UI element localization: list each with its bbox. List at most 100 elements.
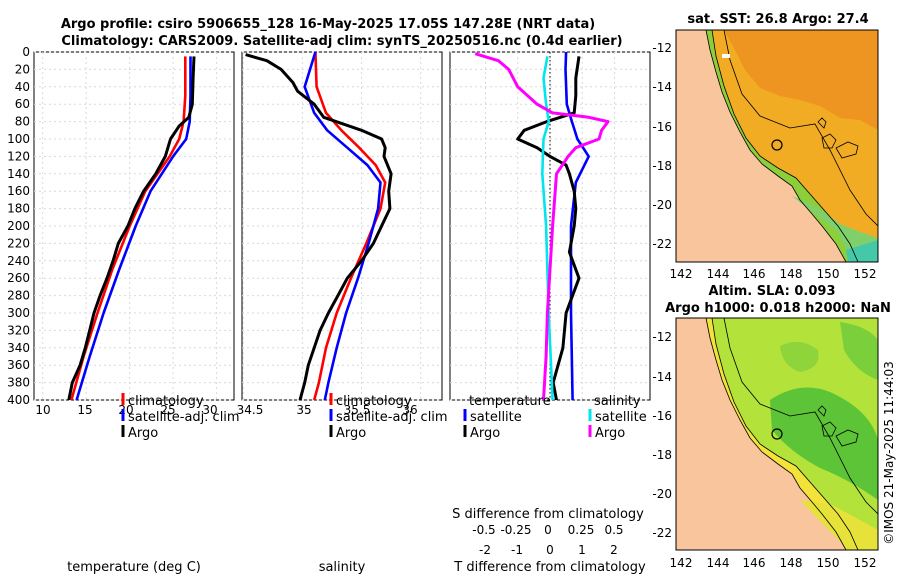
- x-tick-label: 36: [402, 403, 417, 417]
- lat-tick-label: -18: [652, 448, 672, 462]
- lon-tick-label: 146: [743, 556, 766, 570]
- x-tick-label: 25: [160, 403, 175, 417]
- series-line-argo: [67, 56, 196, 400]
- s-difference-ticks: -0.5 -0.25 0 0.25 0.5: [472, 523, 623, 537]
- depth-tick-labels: 0 20 40 60 80 100 120 140 160 180 200 220 240 260 280 3…: [7, 45, 30, 407]
- depth-tick-label: 320: [7, 323, 30, 337]
- lat-tick-label: -14: [652, 370, 672, 384]
- depth-tick-label: 380: [7, 376, 30, 390]
- sst-cyan-south: [846, 240, 878, 262]
- coast-line: [705, 30, 847, 262]
- difference-legend-salinity: salinity satellite Argo: [588, 394, 647, 441]
- imos-credit: ©IMOS 21-May-2025 11:44:03: [882, 361, 896, 545]
- legend-label-satellite: satellite: [470, 410, 522, 425]
- lat-tick-label: -22: [652, 237, 672, 251]
- deep-contour: [723, 30, 878, 227]
- legend-label-argo: Argo: [128, 426, 158, 441]
- depth-tick-label: 140: [7, 167, 30, 181]
- sst-map-x-ticks: 142 144 146 148 150 152: [670, 267, 877, 281]
- lon-tick-label: 146: [743, 267, 766, 281]
- x-tick-label: 35.5: [344, 403, 371, 417]
- series-line-satellite-adj-clim: [303, 52, 382, 400]
- sla-map-subtitle: Argo h1000: 0.018 h2000: NaN: [665, 301, 891, 316]
- deep-contour: [723, 318, 878, 515]
- salinity-x-ticks: 34.5 35 35.5 36: [237, 403, 418, 417]
- x-tick-label: 30: [202, 403, 217, 417]
- depth-tick-label: 0: [22, 45, 30, 59]
- lon-tick-label: 152: [854, 267, 877, 281]
- coast-line: [705, 318, 847, 550]
- depth-tick-label: 280: [7, 289, 30, 303]
- s-tick-label: 0.25: [568, 523, 595, 537]
- depth-tick-label: 40: [15, 80, 30, 94]
- depth-tick-label: 340: [7, 341, 30, 355]
- salinity-x-label: salinity: [319, 560, 366, 575]
- s-difference-label: S difference from climatology: [452, 507, 644, 522]
- legend-label-satellite: satellite-adj. clim: [128, 410, 240, 425]
- series-line-climatology: [312, 52, 387, 400]
- lon-tick-label: 150: [817, 267, 840, 281]
- s-tick-label: -0.5: [472, 523, 495, 537]
- legend-label-climatology: climatology: [128, 394, 204, 409]
- sla-green-patch-2: [780, 341, 819, 372]
- salinity-series: [245, 52, 393, 400]
- figure-title-line2: Climatology: CARS2009. Satellite-adj cli…: [61, 34, 622, 49]
- lat-tick-label: -22: [652, 526, 672, 540]
- sla-map-x-ticks: 142 144 146 148 150 152: [670, 556, 877, 570]
- difference-x-ticks: -2 -1 0 1 2: [479, 543, 618, 557]
- lat-tick-label: -16: [652, 409, 672, 423]
- temperature-legend: climatology satellite-adj. clim Argo: [121, 393, 240, 441]
- depth-tick-label: 240: [7, 254, 30, 268]
- x-tick-label: 0: [546, 543, 554, 557]
- sla-map-frame: [675, 317, 879, 551]
- sst-cool-south: [792, 196, 878, 262]
- missing-data: [722, 54, 730, 58]
- legend-label-argo: Argo: [336, 426, 366, 441]
- lat-tick-label: -14: [652, 80, 672, 94]
- shelf-contour: [711, 30, 859, 262]
- difference-x-label: T difference from climatology: [453, 560, 646, 575]
- lat-tick-label: -12: [652, 330, 672, 344]
- depth-tick-label: 160: [7, 184, 30, 198]
- legend-title-temperature: temperature: [469, 394, 551, 409]
- x-tick-label: 10: [35, 403, 50, 417]
- depth-tick-label: 360: [7, 358, 30, 372]
- difference-series: [474, 52, 610, 400]
- legend-label-satellite: satellite: [595, 410, 647, 425]
- lon-tick-label: 142: [670, 267, 693, 281]
- x-tick-label: 2: [610, 543, 618, 557]
- depth-tick-label: 120: [7, 149, 30, 163]
- lon-tick-label: 144: [707, 267, 730, 281]
- legend-label-climatology: climatology: [336, 394, 412, 409]
- sst-map-title: sat. SST: 26.8 Argo: 27.4: [687, 12, 868, 27]
- temperature-series: [67, 56, 196, 400]
- sla-yellow-south: [800, 500, 878, 550]
- depth-tick-label: 60: [15, 97, 30, 111]
- depth-tick-label: 260: [7, 271, 30, 285]
- sla-green-patch-3: [840, 322, 878, 380]
- lon-tick-label: 148: [780, 267, 803, 281]
- depth-tick-label: 300: [7, 306, 30, 320]
- lat-tick-label: -20: [652, 198, 672, 212]
- float-marker: [771, 139, 783, 151]
- figure-title-line1: Argo profile: csiro 5906655_128 16-May-2…: [61, 17, 595, 32]
- lon-tick-label: 144: [707, 556, 730, 570]
- shelf-contour: [711, 318, 859, 550]
- float-marker: [771, 428, 783, 440]
- series-line-salinity-argo: [474, 52, 610, 400]
- depth-tick-label: 200: [7, 219, 30, 233]
- x-tick-label: -2: [479, 543, 491, 557]
- sst-map: [676, 30, 878, 262]
- sst-warm-band: [724, 30, 878, 130]
- reef-outline: [817, 117, 859, 159]
- depth-tick-label: 100: [7, 132, 30, 146]
- depth-tick-label: 80: [15, 115, 30, 129]
- x-tick-label: -1: [511, 543, 523, 557]
- lon-tick-label: 152: [854, 556, 877, 570]
- lon-tick-label: 150: [817, 556, 840, 570]
- depth-tick-label: 220: [7, 236, 30, 250]
- legend-label-argo: Argo: [595, 426, 625, 441]
- depth-tick-label: 400: [7, 393, 30, 407]
- salinity-legend: climatology satellite-adj. clim Argo: [329, 393, 448, 441]
